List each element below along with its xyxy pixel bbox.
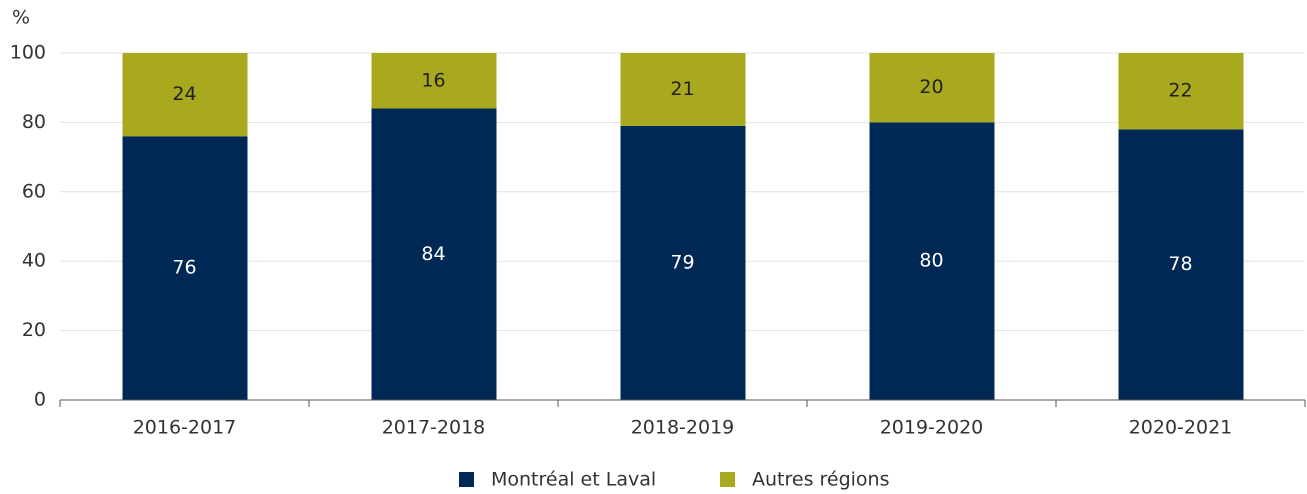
legend-swatch: [459, 472, 474, 487]
x-tick-label: 2019-2020: [880, 417, 984, 439]
y-tick-label: 100: [10, 42, 46, 64]
bar-segment: [1118, 53, 1244, 130]
bar-segment: [620, 53, 746, 126]
data-label: 24: [172, 83, 196, 105]
y-tick-label: 40: [22, 250, 46, 272]
data-label: 80: [919, 250, 943, 272]
x-tick-label: 2020-2021: [1129, 417, 1233, 439]
bar-segment: [122, 53, 248, 137]
data-label: 79: [670, 251, 694, 273]
bar-segment: [620, 125, 746, 401]
bar-segment: [869, 53, 995, 123]
bar-segment: [1118, 129, 1244, 400]
data-label: 21: [670, 78, 694, 100]
x-tick-label: 2016-2017: [133, 417, 237, 439]
y-tick-label: 0: [34, 389, 46, 411]
data-label: 16: [421, 69, 445, 91]
data-label: 78: [1168, 253, 1192, 275]
legend-label: Montréal et Laval: [491, 469, 656, 491]
data-label: 76: [172, 257, 196, 279]
y-tick-label: 60: [22, 180, 46, 202]
bar-segment: [122, 136, 248, 400]
data-label: 22: [1168, 80, 1192, 102]
legend-swatch: [720, 472, 735, 487]
bar-segment: [869, 122, 995, 401]
data-label: 84: [421, 243, 445, 265]
y-axis-label: %: [12, 7, 30, 29]
bar-segment: [371, 53, 497, 109]
data-label: 20: [919, 76, 943, 98]
legend-label: Autres régions: [752, 469, 890, 491]
x-tick-label: 2017-2018: [382, 417, 486, 439]
y-tick-label: 80: [22, 111, 46, 133]
y-tick-label: 20: [22, 319, 46, 341]
bar-segment: [371, 108, 497, 401]
x-tick-label: 2018-2019: [631, 417, 735, 439]
